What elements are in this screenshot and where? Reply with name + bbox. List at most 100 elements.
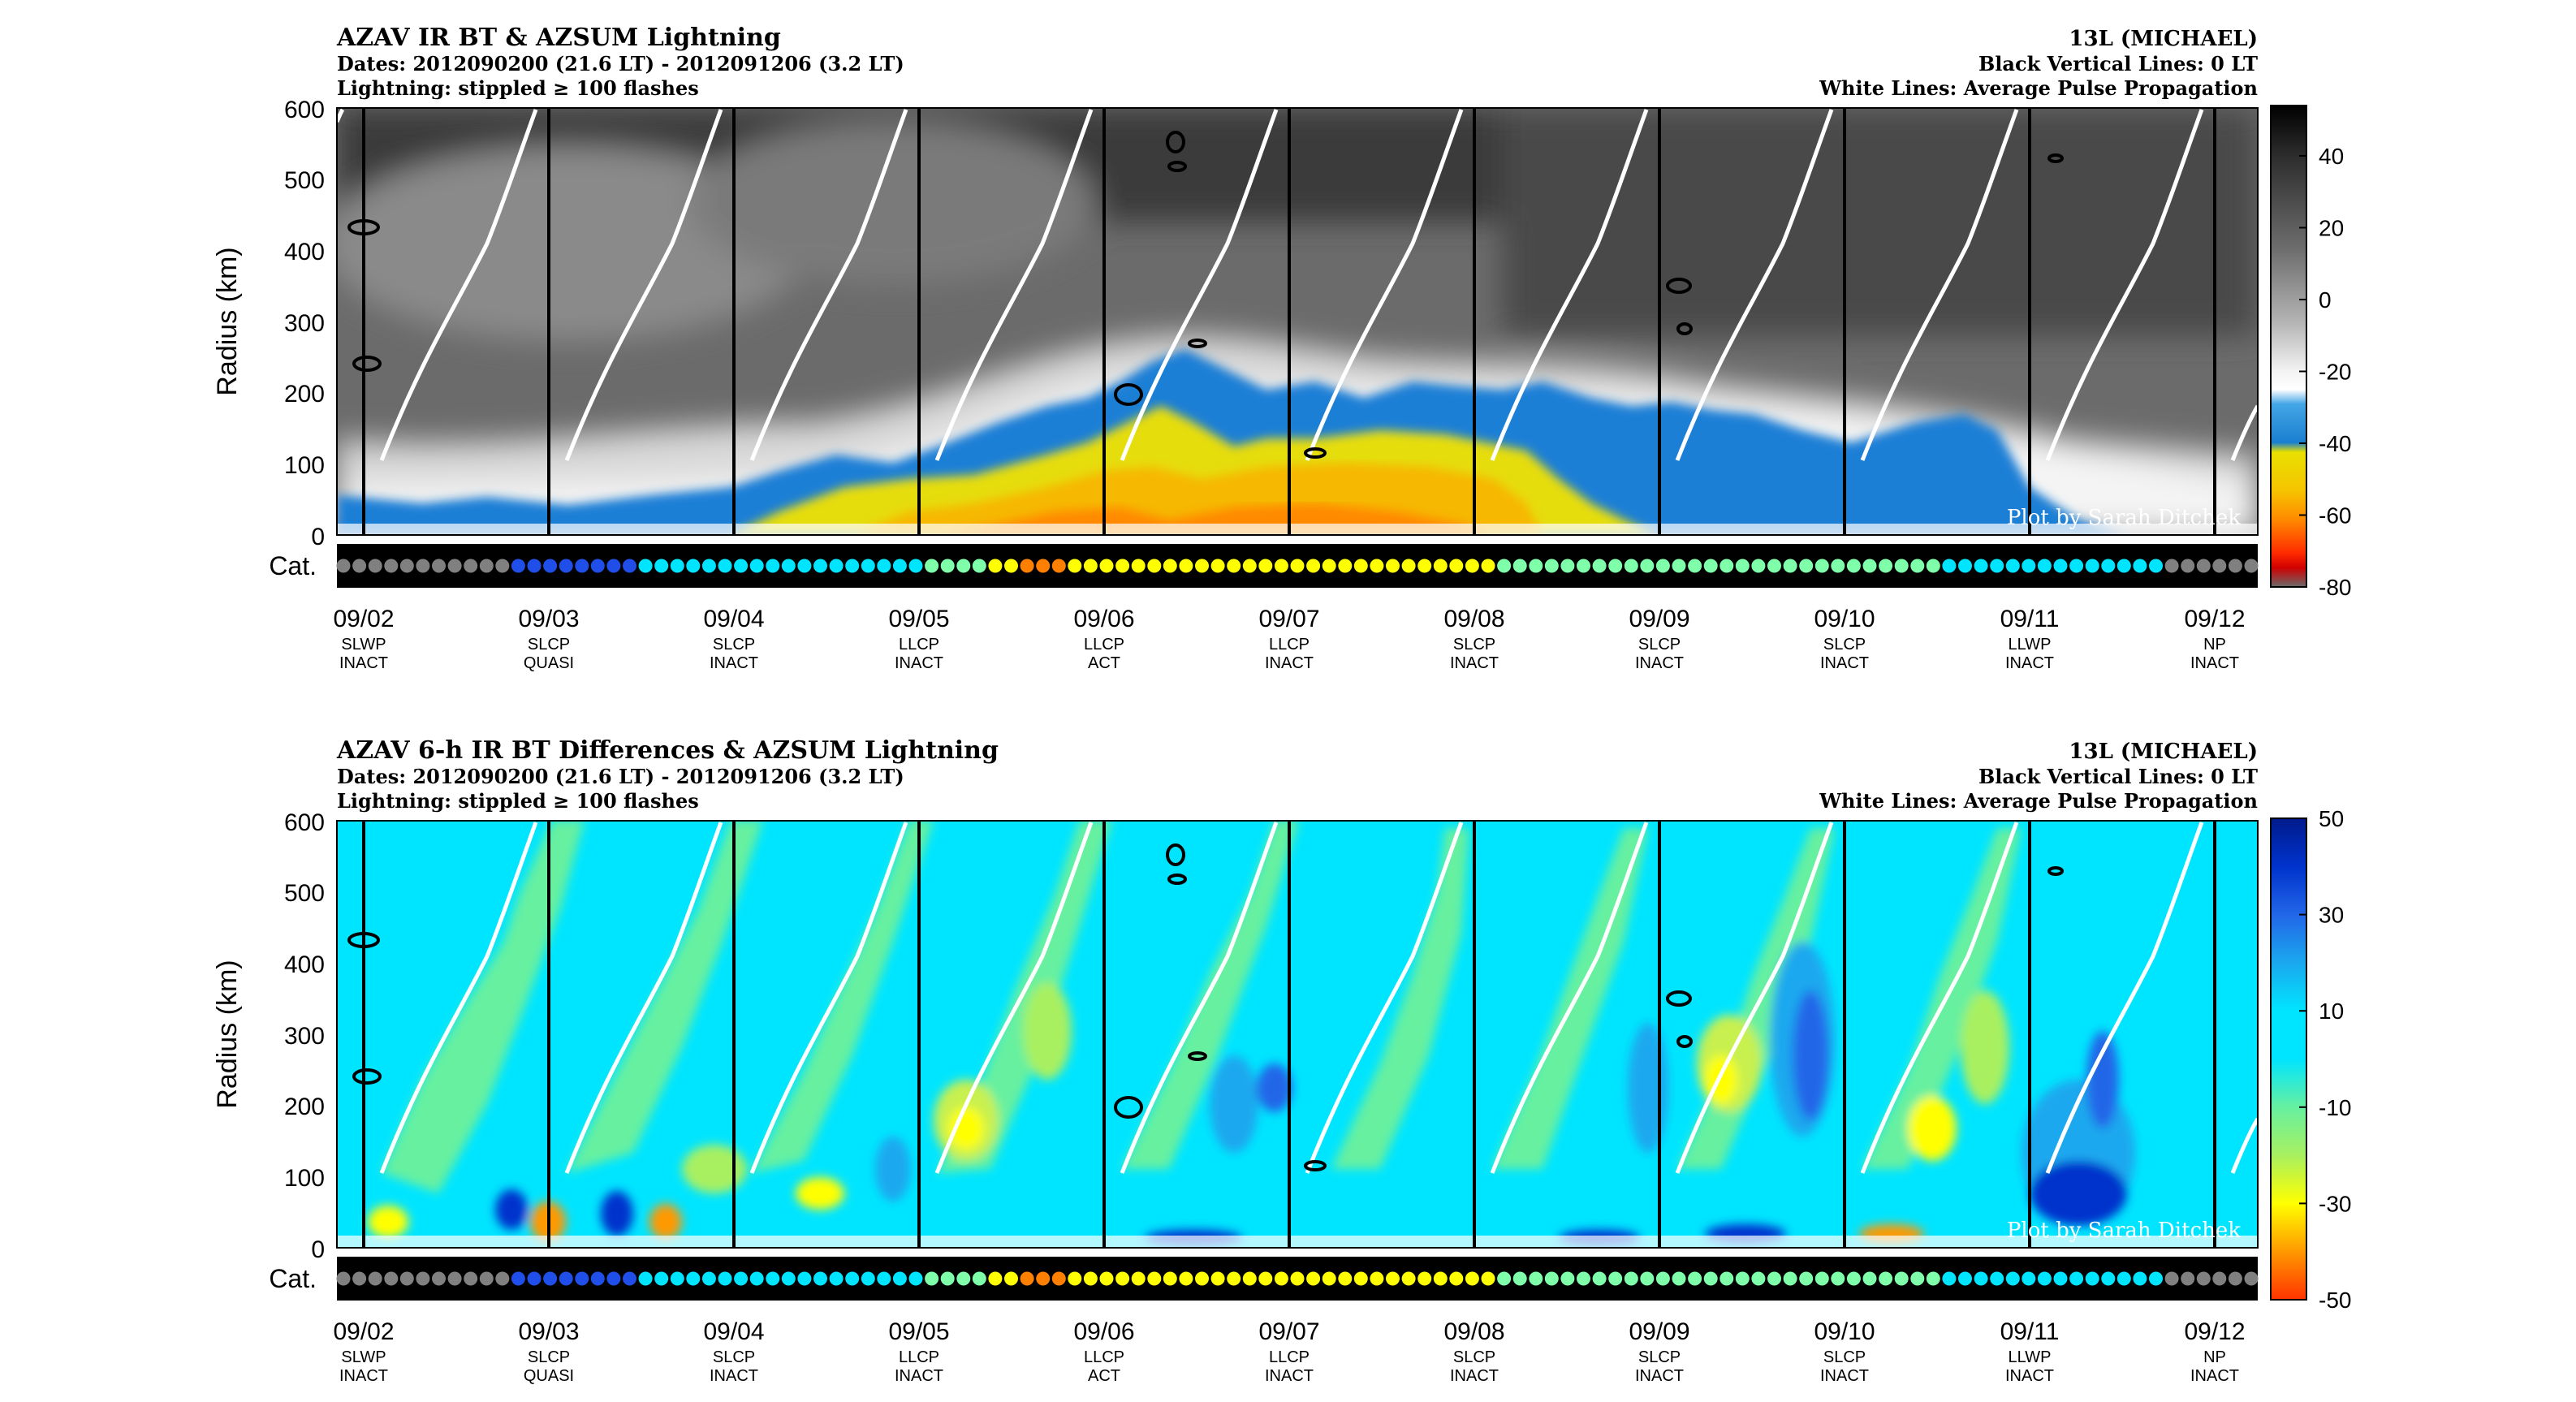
category-dot — [1879, 559, 1893, 573]
colorbar-tick-label: -60 — [2319, 503, 2351, 528]
category-dot — [2196, 1271, 2211, 1286]
category-dot — [1544, 1271, 1559, 1286]
pulse-class-label: SLCP — [713, 636, 755, 654]
category-dot — [352, 1271, 367, 1286]
y-tick-label: 500 — [284, 167, 325, 194]
pulse-class-label: SLCP — [528, 1348, 570, 1366]
plot-frame-bottom — [336, 820, 2259, 1249]
category-dot — [1036, 1271, 1051, 1286]
category-dot — [1370, 559, 1384, 573]
chart-subtitle-top-1: Dates: 2012090200 (21.6 LT) - 2012091206… — [337, 52, 904, 75]
category-dot — [2244, 559, 2259, 573]
pulse-class-label: SLWP — [341, 1348, 386, 1366]
category-dot — [1274, 1271, 1288, 1286]
category-dot — [1131, 1271, 1146, 1286]
category-dot — [511, 559, 525, 573]
category-dot — [2053, 559, 2068, 573]
category-dot — [1051, 1271, 1066, 1286]
y-axis-label-top: Radius (km) — [212, 247, 243, 395]
colorbar-gradient-bottom — [2270, 817, 2307, 1301]
activity-label: INACT — [710, 1367, 758, 1385]
activity-label: INACT — [1820, 654, 1869, 672]
activity-label: INACT — [339, 654, 388, 672]
category-dot — [1512, 559, 1527, 573]
category-dot — [925, 1271, 939, 1286]
category-dot — [1417, 559, 1432, 573]
category-dot — [1227, 559, 1241, 573]
pulse-class-label: SLCP — [713, 1348, 755, 1366]
category-dot — [1274, 559, 1288, 573]
pulse-class-label: LLCP — [1084, 636, 1124, 654]
lightning-contours-top — [347, 131, 2064, 459]
category-dot — [2101, 1271, 2116, 1286]
category-dot — [1179, 559, 1193, 573]
category-dot — [1147, 559, 1162, 573]
pulse-class-label: SLCP — [1638, 1348, 1681, 1366]
credit-bottom: Plot by Sarah Ditchek — [2007, 1219, 2241, 1243]
date-label: 09/09 — [1629, 606, 1689, 632]
pulse-class-label: LLCP — [1269, 636, 1310, 654]
category-dot — [861, 559, 875, 573]
colorbar-top: 40 20 0 -20 -40 -60 -80 — [2270, 105, 2351, 600]
activity-label: INACT — [1265, 654, 1314, 672]
zero-lt-lines-bottom — [362, 821, 2216, 1248]
category-dot — [2037, 559, 2052, 573]
category-dot — [1783, 1271, 1797, 1286]
date-label: 09/03 — [518, 606, 579, 632]
category-dot — [1068, 559, 1082, 573]
legend-white-lines-top: White Lines: Average Pulse Propagation — [1819, 76, 2258, 100]
category-dot — [2212, 559, 2227, 573]
category-dot — [1401, 1271, 1416, 1286]
pulse-class-label: NP — [2203, 636, 2226, 654]
category-dot — [2164, 1271, 2179, 1286]
category-dot — [892, 1271, 907, 1286]
category-dot — [1672, 559, 1686, 573]
category-dot — [734, 559, 749, 573]
y-tick-label: 300 — [284, 1023, 325, 1050]
category-dot — [1926, 1271, 1940, 1286]
category-dot — [1465, 1271, 1479, 1286]
category-dot — [1338, 559, 1353, 573]
category-dot — [1942, 559, 1957, 573]
category-dot — [1990, 1271, 2004, 1286]
category-dot — [781, 559, 796, 573]
credit-top: Plot by Sarah Ditchek — [2007, 506, 2241, 530]
category-dot — [1004, 1271, 1018, 1286]
category-dot — [781, 1271, 796, 1286]
activity-label: ACT — [1088, 654, 1120, 672]
category-dot — [813, 1271, 827, 1286]
pulse-class-label: LLCP — [899, 1348, 939, 1366]
date-label: 09/08 — [1443, 606, 1504, 632]
category-dot — [1322, 1271, 1336, 1286]
category-dot — [1862, 1271, 1877, 1286]
pulse-class-label: LLWP — [2009, 636, 2052, 654]
date-label: 09/07 — [1258, 606, 1319, 632]
date-label: 09/03 — [518, 1318, 579, 1345]
date-label: 09/02 — [333, 606, 394, 632]
date-label: 09/04 — [703, 1318, 764, 1345]
date-label: 09/12 — [2184, 1318, 2245, 1345]
category-dot — [1163, 559, 1177, 573]
activity-label: INACT — [1635, 654, 1684, 672]
category-dot — [1370, 1271, 1384, 1286]
category-dot — [2228, 559, 2242, 573]
category-dot — [2085, 1271, 2099, 1286]
category-dot — [447, 559, 462, 573]
category-dot — [1242, 559, 1257, 573]
chart-subtitle-top-2: Lightning: stippled ≥ 100 flashes — [337, 76, 699, 100]
category-dot — [1751, 1271, 1766, 1286]
category-dot — [734, 1271, 749, 1286]
colorbar-bottom: 50 30 10 -10 -30 -50 — [2270, 806, 2351, 1313]
lightning-contours-bottom — [347, 843, 2064, 1171]
category-dot — [670, 1271, 684, 1286]
category-dot — [845, 559, 860, 573]
category-dot — [2212, 1271, 2227, 1286]
category-dot — [2196, 559, 2211, 573]
category-dot — [1640, 1271, 1655, 1286]
category-dot — [1688, 1271, 1702, 1286]
date-label: 09/04 — [703, 606, 764, 632]
category-dot — [1846, 559, 1861, 573]
category-dot — [718, 1271, 732, 1286]
y-tick-label: 200 — [284, 1094, 325, 1120]
category-dot — [1449, 1271, 1464, 1286]
